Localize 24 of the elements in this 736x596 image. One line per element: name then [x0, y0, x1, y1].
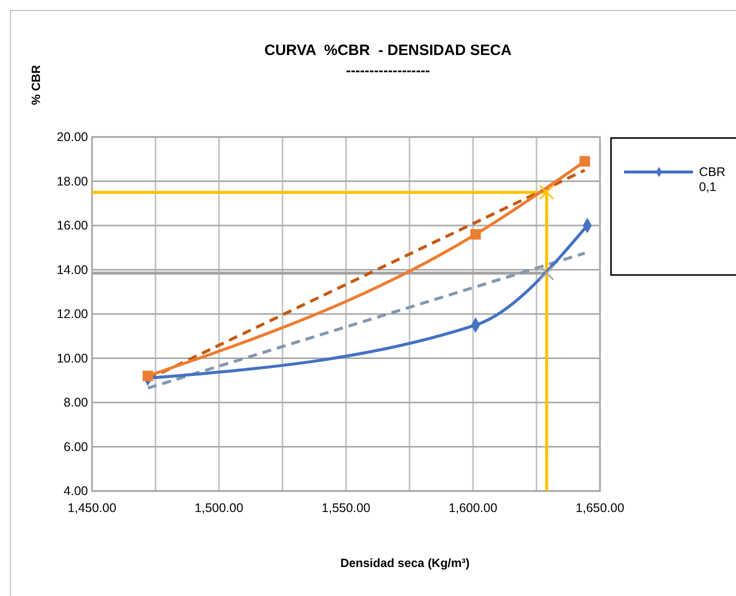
chart-subtitle: ------------------: [346, 62, 430, 78]
x-tick-label: 1,650.00: [576, 501, 624, 515]
y-tick-label: 14.00: [56, 262, 88, 277]
y-tick-label: 6.00: [64, 440, 88, 454]
point: [142, 370, 154, 382]
y-tick-label: 8.00: [64, 396, 88, 410]
y-tick-label: 18.00: [56, 174, 88, 188]
y-tick-label: 16.00: [56, 218, 88, 232]
point: [470, 229, 481, 240]
x-axis-title: Densidad seca (Kg/m³): [340, 556, 470, 570]
chart-title: CURVA %CBR - DENSIDAD SECA: [264, 42, 512, 59]
x-tick-label: 1,550.00: [322, 501, 370, 515]
x-tick-label: 1,600.00: [448, 501, 498, 515]
x-tick-label: 1,500.00: [194, 501, 244, 515]
y-tick-label: 10.00: [56, 351, 88, 366]
text: CBR 0,1: [699, 165, 726, 194]
y-tick-label: 20.00: [56, 130, 88, 144]
point: [580, 156, 590, 167]
y-axis-title: % CBR: [29, 64, 43, 106]
point: [539, 266, 554, 281]
y-tick-label: 4.00: [64, 484, 88, 498]
x-tick-label: 1,450.00: [68, 501, 116, 515]
y-tick-label: 12.00: [56, 307, 88, 321]
point: [539, 184, 554, 200]
